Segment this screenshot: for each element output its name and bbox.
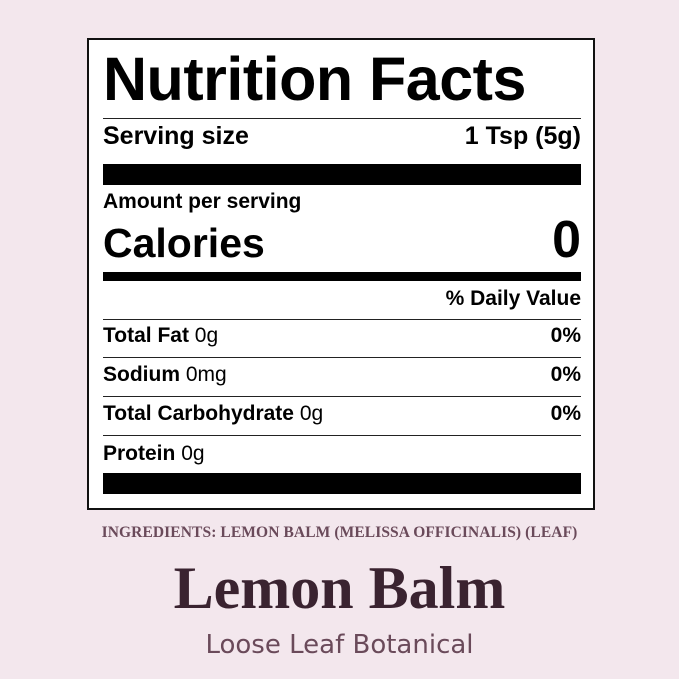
thick-divider [103, 473, 581, 494]
divider [103, 396, 581, 397]
daily-value-header: % Daily Value [445, 287, 581, 310]
nutrient-row-total-carbohydrate: Total Carbohydrate 0g [103, 402, 323, 426]
nutrient-name: Total Fat [103, 324, 189, 347]
serving-size-value: 1 Tsp (5g) [464, 122, 581, 150]
divider [103, 435, 581, 436]
nutrient-amount: 0g [181, 442, 205, 465]
calories-value: 0 [552, 211, 581, 269]
product-subtitle: Loose Leaf Botanical [205, 630, 474, 660]
nutrient-dv: 0% [550, 363, 581, 386]
nutrient-dv: 0% [550, 324, 581, 347]
nutrient-amount: 0g [194, 324, 219, 347]
serving-size-label: Serving size [103, 122, 249, 150]
divider [103, 357, 581, 358]
amount-per-serving: Amount per serving [103, 190, 302, 213]
label-title: Nutrition Facts [103, 45, 526, 113]
nutrient-row-total-fat: Total Fat 0g [103, 324, 218, 348]
medium-divider [103, 272, 581, 281]
nutrient-dv: 0% [550, 402, 581, 425]
divider [103, 319, 581, 320]
nutrient-name: Sodium [103, 363, 180, 386]
nutrient-row-sodium: Sodium 0mg [103, 363, 227, 387]
ingredients-text: INGREDIENTS: LEMON BALM (MELISSA OFFICIN… [101, 524, 578, 541]
calories-label: Calories [103, 220, 265, 266]
thick-divider [103, 164, 581, 185]
nutrient-amount: 0g [299, 402, 324, 425]
nutrient-row-protein: Protein 0g [103, 442, 205, 466]
nutrient-name: Total Carbohydrate [103, 402, 294, 425]
nutrition-facts-label: Nutrition Facts Serving size 1 Tsp (5g) … [87, 38, 595, 510]
nutrient-name: Protein [103, 442, 176, 465]
nutrient-amount: 0mg [185, 363, 227, 386]
product-name: Lemon Balm [173, 555, 506, 621]
divider [103, 118, 581, 119]
